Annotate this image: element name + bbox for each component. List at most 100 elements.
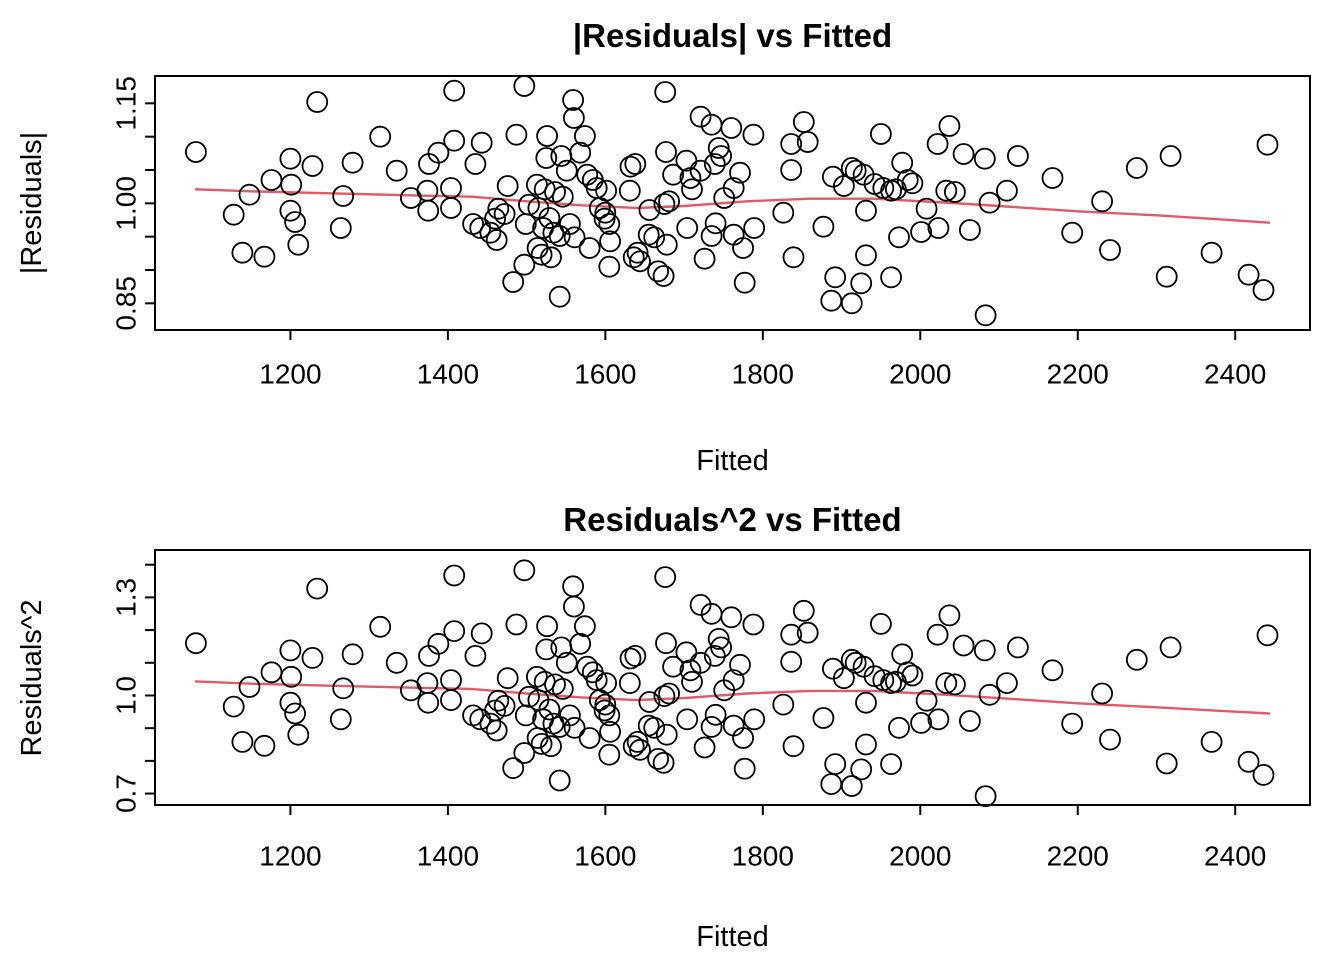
data-point <box>622 246 645 269</box>
data-point <box>513 559 536 582</box>
data-point <box>1237 263 1260 286</box>
data-point <box>559 704 581 727</box>
data-point <box>536 125 558 147</box>
data-point <box>427 632 450 655</box>
data-point <box>700 715 723 738</box>
data-point <box>598 704 621 727</box>
data-point <box>915 197 938 220</box>
data-point <box>279 639 302 662</box>
data-point <box>812 707 835 729</box>
data-point <box>443 129 466 152</box>
x-tick-label: 1600 <box>574 841 636 872</box>
data-point <box>440 177 462 199</box>
data-point <box>594 693 617 716</box>
data-point <box>341 643 364 666</box>
x-tick-label: 1400 <box>417 359 479 390</box>
data-point <box>341 151 364 174</box>
data-point <box>369 615 392 638</box>
data-point <box>952 634 975 657</box>
data-point <box>782 735 805 758</box>
data-point <box>792 111 815 133</box>
data-point <box>184 632 207 655</box>
data-point <box>487 197 510 220</box>
data-point <box>792 599 815 622</box>
data-point <box>772 201 795 224</box>
data-point <box>514 704 537 727</box>
data-point <box>926 623 949 646</box>
data-point <box>796 131 819 153</box>
data-point <box>222 203 245 226</box>
data-point <box>693 736 716 759</box>
data-point <box>599 720 621 743</box>
data-point <box>1256 133 1279 156</box>
data-point <box>417 199 440 222</box>
data-point <box>578 727 601 749</box>
data-point <box>1061 712 1084 735</box>
data-point <box>416 672 439 695</box>
data-point <box>1041 167 1064 189</box>
data-point <box>891 643 914 666</box>
data-point <box>654 81 677 103</box>
data-point <box>654 566 677 588</box>
data-point <box>535 638 558 661</box>
data-point <box>555 651 578 674</box>
data-point <box>742 123 765 146</box>
data-point <box>638 199 661 221</box>
data-point <box>1155 752 1178 775</box>
data-point <box>496 175 519 197</box>
data-point <box>1252 279 1275 301</box>
data-point <box>743 217 766 239</box>
data-point <box>1159 636 1182 659</box>
x-tick-label: 2200 <box>1047 841 1109 872</box>
data-point <box>618 179 641 202</box>
data-point <box>563 595 585 618</box>
data-point <box>772 693 795 716</box>
data-point <box>329 708 352 731</box>
data-point <box>959 219 981 241</box>
data-point <box>700 225 723 247</box>
data-point <box>535 147 558 169</box>
data-point <box>598 743 621 766</box>
data-point <box>563 226 586 249</box>
data-point <box>689 594 712 616</box>
data-point <box>464 644 487 667</box>
data-point <box>306 577 329 600</box>
x-tick-label: 2000 <box>889 359 951 390</box>
data-point <box>385 651 408 674</box>
data-point <box>626 241 649 264</box>
data-point <box>689 159 712 182</box>
data-point <box>938 604 961 627</box>
data-point <box>973 639 996 662</box>
y-tick-label: 1.3 <box>111 578 142 617</box>
data-point <box>655 632 677 655</box>
plot-box <box>154 75 1311 331</box>
data-point <box>514 213 537 235</box>
data-point <box>284 211 307 233</box>
data-point <box>643 716 666 739</box>
data-point <box>513 742 536 764</box>
data-point <box>973 147 996 170</box>
data-point <box>652 265 675 287</box>
data-point <box>443 620 466 643</box>
data-point <box>548 285 571 308</box>
data-point <box>722 223 745 246</box>
data-point <box>910 711 932 734</box>
data-point <box>593 699 616 722</box>
data-point <box>850 758 873 781</box>
data-point <box>703 153 726 175</box>
data-point <box>720 117 743 139</box>
data-point <box>496 667 519 690</box>
data-point <box>238 183 261 206</box>
data-point <box>440 197 462 219</box>
data-point <box>279 147 302 170</box>
data-point <box>280 173 303 196</box>
data-point <box>569 632 592 655</box>
data-point <box>279 199 302 222</box>
data-point <box>530 243 553 266</box>
y-tick-label: 1.15 <box>111 76 142 131</box>
data-point <box>1061 221 1084 244</box>
data-point <box>443 564 466 587</box>
data-point <box>1159 145 1182 167</box>
data-point <box>280 665 303 688</box>
